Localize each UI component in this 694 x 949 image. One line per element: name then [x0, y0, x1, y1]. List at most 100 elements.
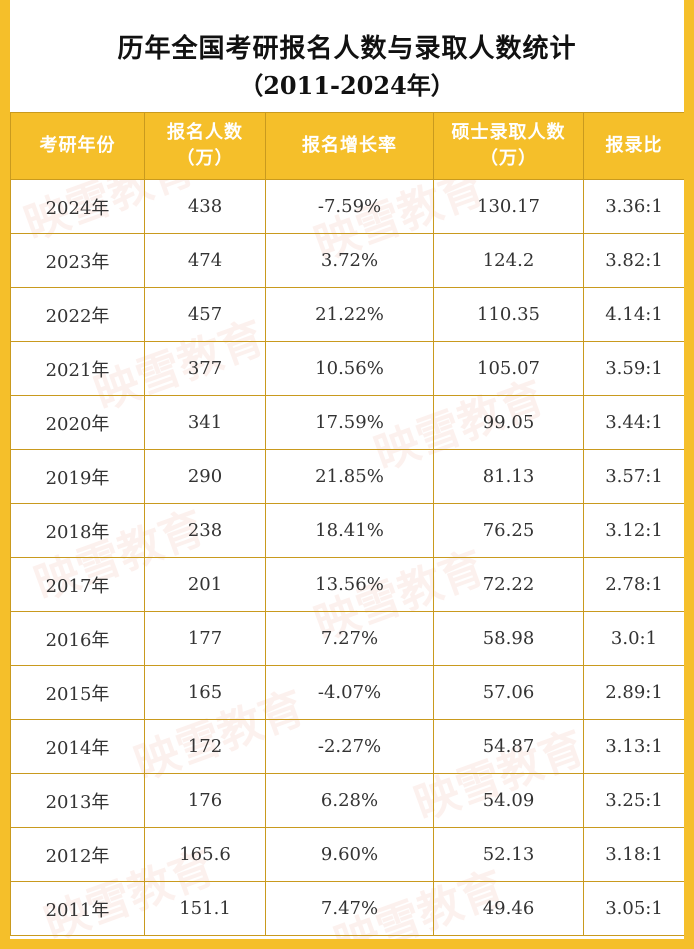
growth-rate-cell: 3.72%: [265, 233, 434, 288]
table-row: 2018年 238 18.41% 76.25 3.12:1: [10, 503, 684, 558]
growth-rate-cell: 7.47%: [265, 881, 434, 936]
table-row: 2020年 341 17.59% 99.05 3.44:1: [10, 395, 684, 450]
admitted-cell: 81.13: [433, 449, 584, 504]
header-applicants: 报名人数 （万）: [144, 112, 266, 180]
growth-rate-cell: 17.59%: [265, 395, 434, 450]
applicants-cell: 176: [144, 773, 266, 828]
growth-rate-cell: 6.28%: [265, 773, 434, 828]
applicants-cell: 457: [144, 287, 266, 342]
table-header-row: 考研年份 报名人数 （万） 报名增长率 硕士录取人数 （万） 报录比: [10, 112, 684, 180]
title-box: 历年全国考研报名人数与录取人数统计 （2011-2024年）: [10, 0, 684, 112]
year-cell: 2015年: [10, 665, 145, 720]
table-row: 2022年 457 21.22% 110.35 4.14:1: [10, 287, 684, 342]
growth-rate-cell: 21.22%: [265, 287, 434, 342]
year-cell: 2018年: [10, 503, 145, 558]
year-cell: 2012年: [10, 827, 145, 882]
ratio-cell: 3.12:1: [583, 503, 684, 558]
year-cell: 2013年: [10, 773, 145, 828]
admitted-cell: 124.2: [433, 233, 584, 288]
admitted-cell: 76.25: [433, 503, 584, 558]
ratio-cell: 2.78:1: [583, 557, 684, 612]
table-body: 2024年 438 -7.59% 130.17 3.36:1 2023年 474 3.72% 1…: [10, 179, 684, 936]
admitted-cell: 72.22: [433, 557, 584, 612]
table-row: 2021年 377 10.56% 105.07 3.59:1: [10, 341, 684, 396]
header-admitted: 硕士录取人数 （万）: [433, 112, 584, 180]
table-row: 2011年 151.1 7.47% 49.46 3.05:1: [10, 881, 684, 936]
year-cell: 2011年: [10, 881, 145, 936]
header-admitted-unit: （万）: [480, 148, 537, 169]
table-row: 2012年 165.6 9.60% 52.13 3.18:1: [10, 827, 684, 882]
header-applicants-unit: （万）: [176, 148, 234, 169]
ratio-cell: 3.57:1: [583, 449, 684, 504]
header-growth-rate: 报名增长率: [265, 112, 434, 180]
year-cell: 2024年: [10, 179, 145, 234]
growth-rate-cell: 10.56%: [265, 341, 434, 396]
year-cell: 2021年: [10, 341, 145, 396]
applicants-cell: 238: [144, 503, 266, 558]
applicants-cell: 165.6: [144, 827, 266, 882]
page-title: 历年全国考研报名人数与录取人数统计: [117, 34, 577, 64]
ratio-cell: 3.18:1: [583, 827, 684, 882]
growth-rate-cell: 9.60%: [265, 827, 434, 882]
header-ratio: 报录比: [583, 112, 684, 180]
table-row: 2019年 290 21.85% 81.13 3.57:1: [10, 449, 684, 504]
table-card: 映雪教育 映雪教育 映雪教育 映雪教育 映雪教育 映雪教育 映雪教育 映雪教育 映雪教育 映雪教育…: [10, 0, 684, 939]
table-row: 2013年 176 6.28% 54.09 3.25:1: [10, 773, 684, 828]
table-row: 2024年 438 -7.59% 130.17 3.36:1: [10, 179, 684, 234]
year-cell: 2020年: [10, 395, 145, 450]
ratio-cell: 3.59:1: [583, 341, 684, 396]
year-cell: 2016年: [10, 611, 145, 666]
page-subtitle: （2011-2024年）: [239, 71, 455, 100]
header-year: 考研年份: [10, 112, 145, 180]
year-cell: 2023年: [10, 233, 145, 288]
admissions-table: 考研年份 报名人数 （万） 报名增长率 硕士录取人数 （万） 报录比 2024年 43…: [10, 112, 684, 936]
header-admitted-label: 硕士录取人数: [451, 122, 566, 143]
table-row: 2017年 201 13.56% 72.22 2.78:1: [10, 557, 684, 612]
growth-rate-cell: 21.85%: [265, 449, 434, 504]
growth-rate-cell: -4.07%: [265, 665, 434, 720]
admitted-cell: 110.35: [433, 287, 584, 342]
table-row: 2014年 172 -2.27% 54.87 3.13:1: [10, 719, 684, 774]
growth-rate-cell: 13.56%: [265, 557, 434, 612]
header-applicants-label: 报名人数: [167, 122, 243, 143]
ratio-cell: 3.0:1: [583, 611, 684, 666]
year-cell: 2017年: [10, 557, 145, 612]
ratio-cell: 3.13:1: [583, 719, 684, 774]
growth-rate-cell: 7.27%: [265, 611, 434, 666]
year-cell: 2019年: [10, 449, 145, 504]
header-ratio-label: 报录比: [605, 135, 663, 156]
table-row: 2015年 165 -4.07% 57.06 2.89:1: [10, 665, 684, 720]
table-row: 2023年 474 3.72% 124.2 3.82:1: [10, 233, 684, 288]
applicants-cell: 172: [144, 719, 266, 774]
admitted-cell: 49.46: [433, 881, 584, 936]
growth-rate-cell: 18.41%: [265, 503, 434, 558]
applicants-cell: 341: [144, 395, 266, 450]
admitted-cell: 130.17: [433, 179, 584, 234]
applicants-cell: 201: [144, 557, 266, 612]
growth-rate-cell: -2.27%: [265, 719, 434, 774]
admitted-cell: 105.07: [433, 341, 584, 396]
admitted-cell: 99.05: [433, 395, 584, 450]
applicants-cell: 474: [144, 233, 266, 288]
admitted-cell: 54.09: [433, 773, 584, 828]
admitted-cell: 54.87: [433, 719, 584, 774]
table-row: 2016年 177 7.27% 58.98 3.0:1: [10, 611, 684, 666]
applicants-cell: 151.1: [144, 881, 266, 936]
applicants-cell: 165: [144, 665, 266, 720]
ratio-cell: 4.14:1: [583, 287, 684, 342]
admitted-cell: 58.98: [433, 611, 584, 666]
header-year-label: 考研年份: [39, 135, 116, 156]
ratio-cell: 3.44:1: [583, 395, 684, 450]
admitted-cell: 57.06: [433, 665, 584, 720]
header-growth-label: 报名增长率: [302, 135, 397, 156]
applicants-cell: 290: [144, 449, 266, 504]
ratio-cell: 3.82:1: [583, 233, 684, 288]
ratio-cell: 3.36:1: [583, 179, 684, 234]
growth-rate-cell: -7.59%: [265, 179, 434, 234]
ratio-cell: 3.05:1: [583, 881, 684, 936]
applicants-cell: 438: [144, 179, 266, 234]
year-cell: 2022年: [10, 287, 145, 342]
admitted-cell: 52.13: [433, 827, 584, 882]
ratio-cell: 2.89:1: [583, 665, 684, 720]
ratio-cell: 3.25:1: [583, 773, 684, 828]
